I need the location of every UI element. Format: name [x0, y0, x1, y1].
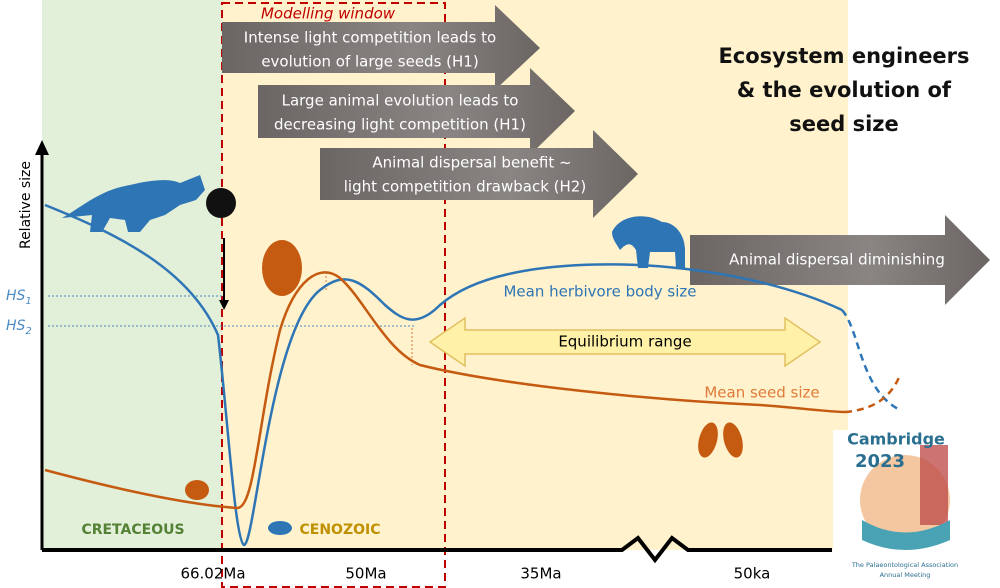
y-axis-arrow: [35, 140, 49, 155]
title-line: Ecosystem engineers: [718, 44, 969, 68]
logo-chapel: [920, 445, 948, 525]
herbivore-curve-projection: [841, 309, 901, 412]
logo-org: The Palaeontological Association: [851, 561, 958, 569]
arrow: [320, 130, 638, 218]
mammal: [268, 521, 292, 535]
seed-curve-projection: [844, 374, 902, 414]
elephant: [612, 216, 685, 268]
x-label: 35Ma: [520, 565, 561, 583]
x-axis: [42, 535, 832, 564]
drop-arrow-head: [219, 300, 229, 310]
title-line: seed size: [789, 112, 899, 136]
cretaceous-bg: [42, 0, 222, 550]
logo-event: Annual Meeting: [880, 571, 931, 579]
arrow-text: Animal dispersal benefit ~: [372, 154, 571, 172]
title-line: & the evolution of: [737, 78, 952, 102]
x-label: 50ka: [734, 565, 771, 583]
x-label: 50Ma: [345, 565, 386, 583]
equilibrium-arrow: [428, 316, 822, 368]
era-label: CRETACEOUS: [81, 522, 184, 538]
arrow-text: decreasing light competition (H1): [274, 116, 526, 134]
seed-icon: [698, 422, 718, 458]
herbivore-curve: [44, 203, 843, 547]
modelling-window-label: Modelling window: [261, 5, 396, 23]
logo-water: [862, 520, 950, 550]
hs-label: HS1: [6, 288, 32, 307]
hs-label: HS2: [6, 318, 32, 337]
era-label: CENOZOIC: [300, 522, 381, 538]
arrow-text: evolution of large seeds (H1): [261, 53, 478, 71]
curve-label: Mean seed size: [704, 384, 819, 402]
asteroid: [206, 188, 236, 218]
arrow-text: Intense light competition leads to: [244, 29, 496, 47]
logo-year: 2023: [855, 451, 905, 472]
dinosaur: [62, 175, 205, 232]
curve-label: Mean herbivore body size: [503, 283, 696, 301]
seed-curve: [44, 271, 846, 510]
arrow: [222, 5, 540, 90]
equilibrium-label: Equilibrium range: [558, 333, 691, 351]
x-label: 66.02Ma: [180, 565, 245, 583]
logo-city: Cambridge: [847, 430, 945, 449]
seed-icon: [723, 422, 743, 458]
arrow-text: light competition drawback (H2): [344, 178, 586, 196]
seed-icon: [185, 480, 209, 500]
modelling-window: [221, 2, 446, 588]
arrow: [258, 68, 575, 155]
arrow-text: Large animal evolution leads to: [282, 92, 519, 110]
y-axis-label: Relative size: [18, 161, 34, 249]
arrow-text: Animal dispersal diminishing: [729, 251, 945, 269]
seed-icon: [262, 240, 302, 296]
